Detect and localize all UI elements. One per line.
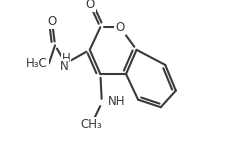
Text: N: N (60, 60, 68, 73)
Text: NH: NH (108, 95, 125, 108)
Text: H: H (62, 52, 71, 65)
Text: O: O (47, 15, 57, 28)
Text: CH₃: CH₃ (80, 118, 102, 131)
Text: O: O (115, 21, 124, 34)
Text: O: O (85, 0, 94, 11)
Text: H₃C: H₃C (26, 57, 48, 70)
